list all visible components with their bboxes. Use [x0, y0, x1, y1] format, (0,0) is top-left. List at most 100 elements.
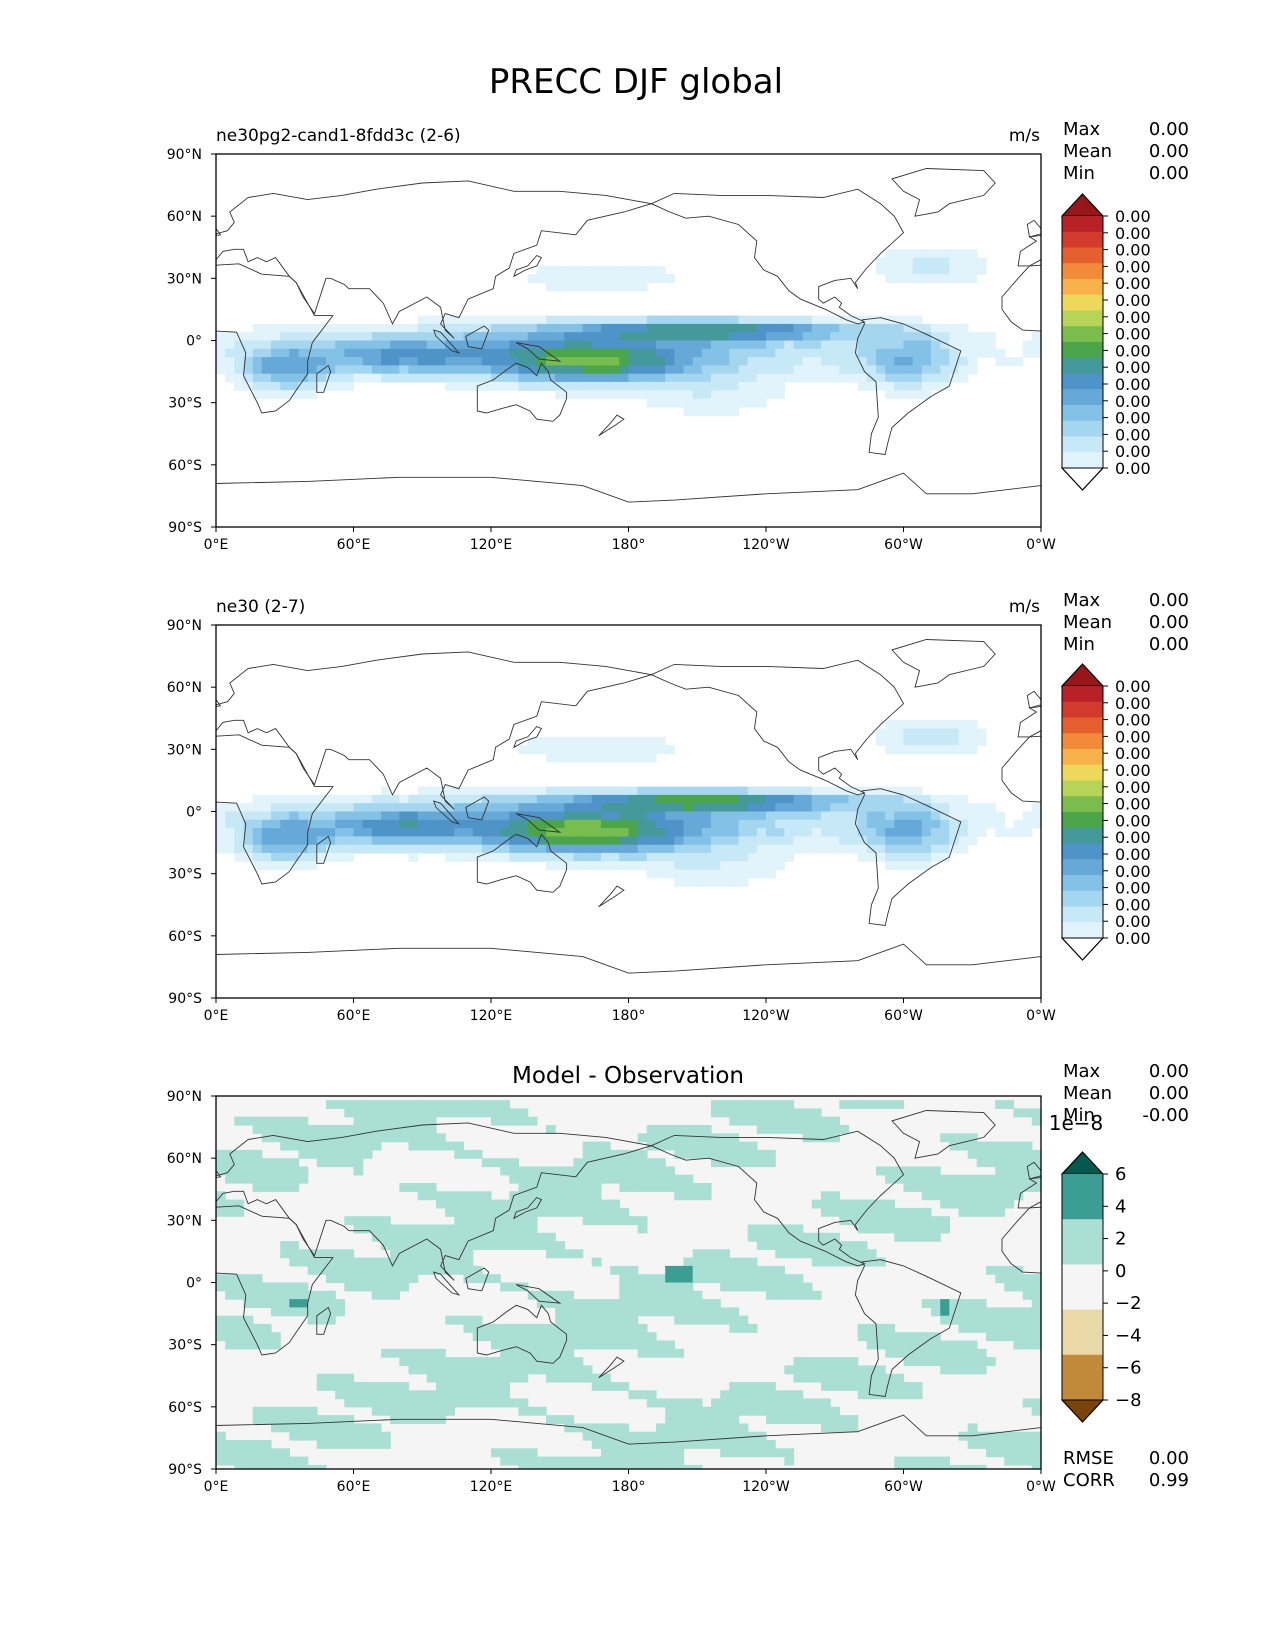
field-cell [811, 1116, 822, 1126]
field-cell [756, 340, 767, 350]
field-cell [481, 1332, 492, 1342]
field-cell [289, 1415, 300, 1424]
field-cell [381, 836, 391, 846]
field-cell [628, 786, 639, 796]
field-cell [793, 315, 804, 325]
field-cell [344, 365, 355, 375]
field-cell [518, 1108, 529, 1118]
field-cell [591, 736, 602, 746]
field-cell [674, 323, 685, 333]
field-cell [481, 1398, 492, 1408]
field-cell [683, 1174, 694, 1184]
field-cell [610, 753, 620, 763]
field-cell [958, 745, 969, 755]
field-cell [756, 1265, 767, 1275]
field-cell [674, 877, 685, 887]
field-cell [564, 1315, 575, 1325]
field-cell [857, 1323, 868, 1333]
field-cell [261, 365, 272, 375]
field-cell [931, 1224, 941, 1234]
field-cell [747, 1116, 758, 1126]
field-cell [720, 1249, 730, 1259]
field-cell [216, 803, 226, 813]
field-cell [472, 1265, 483, 1275]
field-cell [573, 390, 584, 400]
field-cell [866, 1332, 877, 1342]
field-cell [454, 365, 465, 375]
field-cell [536, 1174, 547, 1184]
field-cell [243, 819, 254, 829]
field-cell [646, 365, 657, 375]
field-cell [656, 1133, 666, 1143]
field-cell [362, 340, 373, 350]
field-cell [481, 1241, 492, 1250]
field-cell [252, 1174, 263, 1184]
field-cell [436, 1348, 446, 1358]
field-cell [637, 348, 648, 358]
field-cell [646, 861, 657, 871]
field-cell [720, 811, 730, 821]
field-cell [674, 340, 685, 350]
field-cell [940, 1307, 950, 1317]
field-cell [527, 811, 538, 821]
field-cell [1013, 1265, 1024, 1275]
field-cell [234, 1149, 245, 1159]
field-cell [491, 1373, 501, 1383]
field-cell [564, 1423, 575, 1433]
field-cell [481, 340, 492, 350]
field-cell [591, 1431, 602, 1441]
field-cell [436, 1257, 446, 1267]
field-cell [518, 828, 529, 837]
field-cell [921, 390, 932, 400]
field-cell [885, 274, 895, 284]
field-cell [692, 819, 703, 829]
field-cell [472, 340, 483, 350]
field-cell [316, 1373, 327, 1383]
field-cell [582, 340, 593, 350]
field-cell [546, 315, 556, 325]
field-cell [225, 1332, 235, 1342]
field-cell [756, 1232, 767, 1242]
field-cell [894, 249, 905, 259]
colorbar-tick-label: 0.00 [1115, 274, 1151, 293]
field-cell [912, 728, 923, 738]
field-cell [729, 357, 740, 366]
field-cell [995, 1307, 1005, 1317]
field-cell [546, 794, 556, 804]
field-cell [381, 1241, 391, 1250]
field-cell [426, 332, 437, 342]
field-cell [610, 1431, 620, 1441]
field-cell [555, 1166, 565, 1176]
field-cell [720, 877, 730, 887]
field-cell [436, 1191, 446, 1201]
field-cell [344, 1216, 355, 1226]
field-cell [866, 1249, 877, 1259]
field-cell [546, 1207, 556, 1217]
field-cell [436, 794, 446, 804]
field-cell [674, 1299, 685, 1308]
field-cell [921, 332, 932, 342]
field-cell [848, 844, 859, 854]
field-cell [738, 1323, 749, 1333]
field-cell [866, 836, 877, 846]
field-cell [885, 745, 895, 755]
field-cell [729, 365, 740, 375]
field-cell [986, 1191, 996, 1201]
field-cell [766, 348, 776, 358]
coastlines [216, 168, 1041, 527]
field-cell [821, 348, 831, 358]
field-cell [536, 332, 547, 342]
field-cell [701, 1406, 712, 1416]
field-cell [885, 1174, 895, 1184]
field-cell [1022, 1158, 1033, 1168]
field-cell [610, 1199, 620, 1209]
field-cell [408, 1249, 419, 1259]
field-cell [784, 365, 795, 375]
field-cell [1013, 1141, 1024, 1151]
field-cell [646, 274, 657, 284]
field-cell [536, 1365, 547, 1375]
field-cell [784, 315, 795, 325]
field-cell [390, 811, 400, 821]
field-cell [637, 390, 648, 400]
field-cell [821, 1249, 831, 1259]
